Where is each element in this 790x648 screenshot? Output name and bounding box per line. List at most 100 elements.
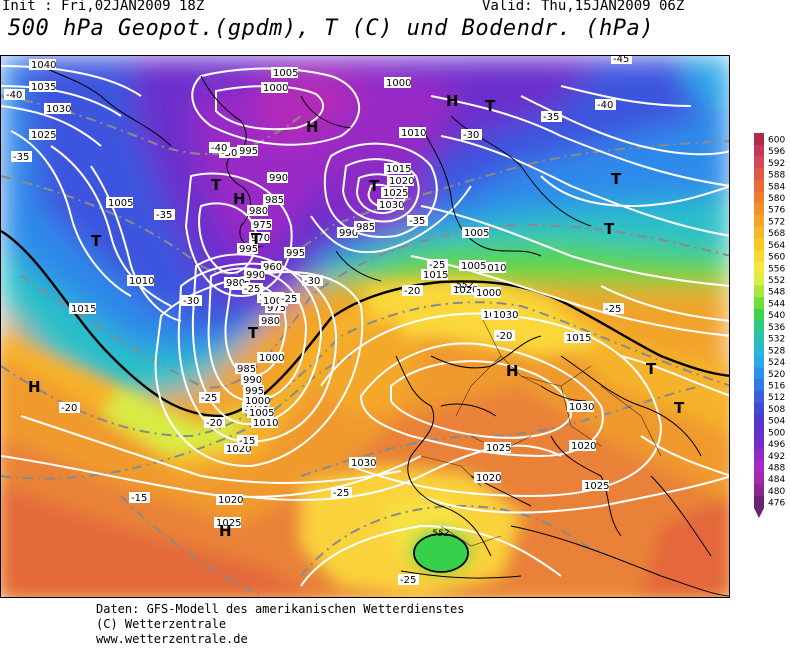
pressure-label: 1025 [31,130,56,141]
high-pressure-center: H [28,378,41,396]
pressure-label: 985 [265,195,284,206]
pressure-label-box [421,269,448,280]
temp-label-box [603,303,624,314]
legend-label: 512 [768,393,785,403]
pressure-label: 995 [239,146,258,157]
temp-label: -40 [211,143,227,154]
legend-label: 588 [768,171,785,181]
pressure-label-box [261,82,288,93]
pressure-label-box [451,284,478,295]
pressure-label-box [459,260,486,271]
pressure-label: 1040 [31,60,56,71]
pressure-label: 980 [226,278,245,289]
temp-label: -15 [131,493,147,504]
legend-label: 500 [768,428,785,438]
temp-label-box [199,392,220,403]
pressure-label-box [216,494,243,505]
legend-label: 600 [768,135,785,145]
temp-label: -30 [183,296,199,307]
pressure-label-box [263,194,284,205]
height-label-cutoff: 552 [432,529,449,539]
pressure-label-box [214,517,241,528]
legend-swatch [754,437,764,450]
pressure-label-box [29,129,56,140]
pressure-label-box [399,127,426,138]
pressure-label: 1000 [259,353,284,364]
legend-label: 504 [768,417,785,427]
pressure-label: 1015 [386,164,411,175]
high-pressure-center: H [219,522,232,540]
low-pressure-center: T [611,170,622,188]
legend-swatch [754,250,764,263]
temp-label-box [129,492,150,503]
color-scale-legend: 600 596 592 588 584 580 576 572 568 564 560 556 552 5… [752,125,790,523]
legend-swatch [754,355,764,368]
pressure-label: 1025 [486,443,511,454]
legend-label: 488 [768,464,785,474]
temp-label-box [11,151,32,162]
temperature-labels: -40 -35 -30 -25 -20 -15 -40 -35 -30 -25 -20 -15 -45 -… [4,56,632,586]
legend-label: 480 [768,487,785,497]
legend-swatch [754,496,764,509]
pressure-label: 990 [339,228,358,239]
legend-swatch [754,414,764,427]
temp-label-box [59,402,80,413]
pressure-label: 1030 [351,458,376,469]
init-time: Init : Fri,02JAN2009 18Z [2,0,205,14]
temp-label: -45 [613,56,629,65]
pressure-label-box [582,480,609,491]
temp-label-box [302,275,323,286]
temp-label: -40 [597,100,613,111]
legend-label: 576 [768,206,785,216]
pressure-label: 990 [246,270,265,281]
pressure-label-box [377,199,404,210]
pressure-label: 1025 [216,518,241,529]
temp-label: -20 [61,403,77,414]
temp-label-box [181,295,202,306]
pressure-label: 980 [249,206,268,217]
legend-label: 580 [768,194,785,204]
pressure-label-box [237,145,258,156]
legend-label: 536 [768,323,785,333]
isobars [1,65,729,587]
temp-label-box [154,209,175,220]
temp-label: -25 [281,294,297,305]
pressure-label: 1030 [379,200,404,211]
pressure-label: 1010 [253,418,278,429]
legend-swatch [754,144,764,157]
legend-label: 548 [768,288,785,298]
temp-label-box [611,56,632,64]
footer-line-website: www.wetterzentrale.de [96,632,248,646]
pressure-label-box [567,401,594,412]
pressure-label-box [564,332,591,343]
pressure-label-box [569,440,596,451]
temp-label: -25 [400,575,416,586]
pressure-label-box [381,187,408,198]
coastlines [40,65,729,597]
pressure-label-box [474,472,501,483]
legend-swatch [754,179,764,193]
pressure-label: 975 [253,220,272,231]
pressure-label: 995 [245,386,264,397]
pressure-label-box [384,77,411,88]
pressure-label-box [284,247,305,258]
temp-label: -30 [221,148,237,159]
pressure-label-box [267,172,288,183]
temp-label-box [242,283,263,294]
temp-label-box [427,259,448,270]
pressure-label-box [349,457,376,468]
temp-label: -35 [543,112,559,123]
pressure-label: 1020 [389,176,414,187]
high-pressure-center: H [506,362,519,380]
legend-swatch [754,133,764,146]
pressure-label-box [387,175,414,186]
pressure-label: 1000 [245,396,270,407]
pressure-label: 1005 [461,261,486,272]
pressure-label-box [271,67,298,78]
pressure-label-box [257,352,284,363]
legend-label: 532 [768,335,785,345]
legend-label: 528 [768,346,785,356]
low-pressure-center: T [674,399,685,417]
legend-label: 496 [768,440,785,450]
